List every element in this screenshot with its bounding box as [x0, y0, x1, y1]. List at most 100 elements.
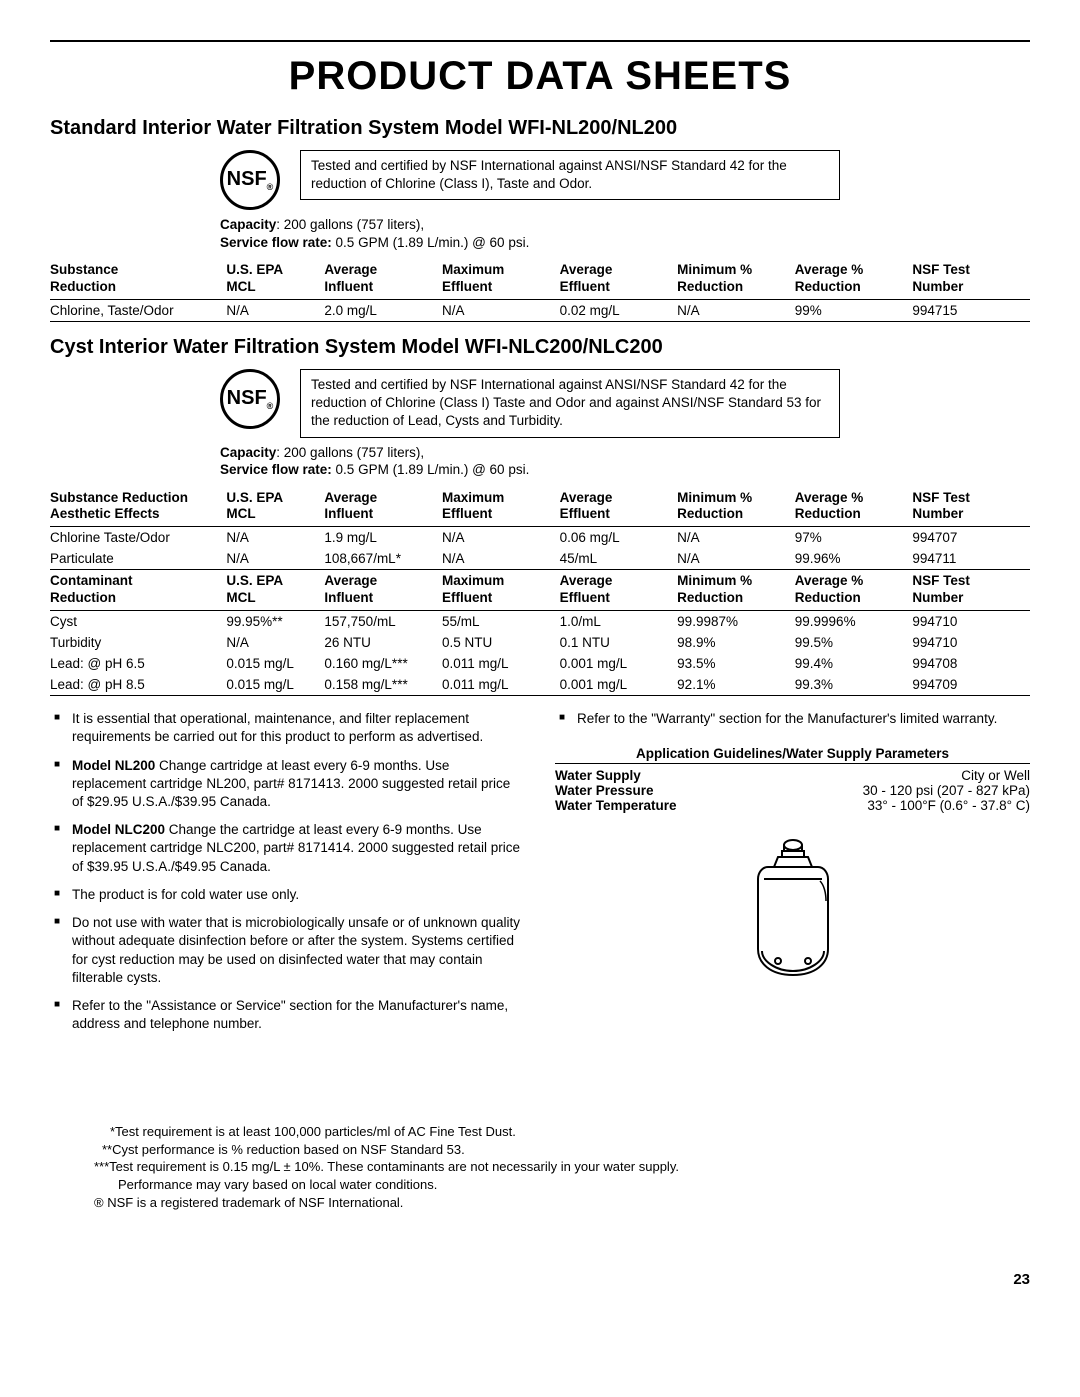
- app-cell: Water Supply: [555, 768, 755, 783]
- col-header: MaximumEffluent: [442, 487, 560, 527]
- table-cell: 99.9987%: [677, 611, 795, 633]
- table-cell: 108,667/mL*: [324, 548, 442, 570]
- col-header: AverageEffluent: [560, 487, 678, 527]
- app-cell: Water Pressure: [555, 783, 755, 798]
- col-header: Minimum %Reduction: [677, 570, 795, 611]
- table-cell: 0.5 NTU: [442, 632, 560, 653]
- table-cell: 0.1 NTU: [560, 632, 678, 653]
- col-header: NSF TestNumber: [912, 570, 1030, 611]
- table-cell: Lead: @ pH 8.5: [50, 674, 226, 696]
- table-cell: 26 NTU: [324, 632, 442, 653]
- note-item: Refer to the "Assistance or Service" sec…: [50, 997, 525, 1033]
- notes-columns: It is essential that operational, mainte…: [50, 710, 1030, 1043]
- section1-nsf-row: NSF® Tested and certified by NSF Interna…: [50, 150, 1030, 210]
- app-cell: 30 - 120 psi (207 - 827 kPa): [755, 783, 1030, 798]
- section2-capacity: Capacity: 200 gallons (757 liters), Serv…: [220, 444, 1030, 479]
- section1-table: SubstanceReductionU.S. EPAMCLAverageInfl…: [50, 259, 1030, 322]
- table-cell: N/A: [677, 527, 795, 549]
- capacity-label: Capacity: [220, 445, 276, 460]
- table-cell: N/A: [677, 548, 795, 570]
- table-cell: 0.015 mg/L: [226, 653, 324, 674]
- section1-capacity: Capacity: 200 gallons (757 liters), Serv…: [220, 216, 1030, 251]
- table-cell: Turbidity: [50, 632, 226, 653]
- table-row: Chlorine Taste/OdorN/A1.9 mg/LN/A0.06 mg…: [50, 527, 1030, 549]
- table-cell: 0.158 mg/L***: [324, 674, 442, 696]
- table-cell: 994710: [912, 632, 1030, 653]
- flow-value: 0.5 GPM (1.89 L/min.) @ 60 psi.: [332, 462, 530, 477]
- nsf-label: NSF: [227, 387, 267, 409]
- table-row: ParticulateN/A108,667/mL*N/A45/mLN/A99.9…: [50, 548, 1030, 570]
- table-cell: 0.001 mg/L: [560, 653, 678, 674]
- nsf-label: NSF: [227, 168, 267, 190]
- col-header: AverageEffluent: [560, 570, 678, 611]
- nsf-badge-icon: NSF®: [220, 150, 280, 210]
- col-header: SubstanceReduction: [50, 259, 226, 299]
- page-title: PRODUCT DATA SHEETS: [50, 54, 1030, 99]
- app-row: Water Temperature33° - 100°F (0.6° - 37.…: [555, 798, 1030, 813]
- section2-title: Cyst Interior Water Filtration System Mo…: [50, 336, 1030, 359]
- table-cell: 0.06 mg/L: [560, 527, 678, 549]
- col-header: AverageInfluent: [324, 570, 442, 611]
- flow-value: 0.5 GPM (1.89 L/min.) @ 60 psi.: [332, 235, 530, 250]
- flow-label: Service flow rate:: [220, 235, 332, 250]
- table-cell: 99.95%**: [226, 611, 324, 633]
- table-cell: 97%: [795, 527, 913, 549]
- col-header: NSF TestNumber: [912, 487, 1030, 527]
- table-cell: 93.5%: [677, 653, 795, 674]
- table-cell: Chlorine Taste/Odor: [50, 527, 226, 549]
- app-guidelines-table: Water SupplyCity or WellWater Pressure30…: [555, 768, 1030, 813]
- page-number: 23: [50, 1271, 1030, 1288]
- nsf-badge-icon: NSF®: [220, 369, 280, 429]
- section2-cert-box: Tested and certified by NSF Internationa…: [300, 369, 840, 438]
- table-cell: 99%: [795, 299, 913, 321]
- table-cell: Chlorine, Taste/Odor: [50, 299, 226, 321]
- table-cell: N/A: [226, 527, 324, 549]
- col-header: Substance ReductionAesthetic Effects: [50, 487, 226, 527]
- app-guidelines-title: Application Guidelines/Water Supply Para…: [555, 746, 1030, 764]
- note-item: It is essential that operational, mainte…: [50, 710, 525, 746]
- table-cell: Particulate: [50, 548, 226, 570]
- top-rule: [50, 40, 1030, 42]
- note-item: Model NL200 Change cartridge at least ev…: [50, 757, 525, 812]
- table-row: TurbidityN/A26 NTU0.5 NTU0.1 NTU98.9%99.…: [50, 632, 1030, 653]
- footnote-line: Performance may vary based on local wate…: [70, 1176, 1030, 1194]
- table-cell: 99.3%: [795, 674, 913, 696]
- col-header: Average %Reduction: [795, 487, 913, 527]
- table-cell: Cyst: [50, 611, 226, 633]
- table-cell: 1.9 mg/L: [324, 527, 442, 549]
- footnote-line: *Test requirement is at least 100,000 pa…: [70, 1123, 1030, 1141]
- capacity-label: Capacity: [220, 217, 276, 232]
- note-item: The product is for cold water use only.: [50, 886, 525, 904]
- app-row: Water SupplyCity or Well: [555, 768, 1030, 783]
- footnote-line: ***Test requirement is 0.15 mg/L ± 10%. …: [70, 1158, 1030, 1176]
- flow-label: Service flow rate:: [220, 462, 332, 477]
- table-cell: 99.9996%: [795, 611, 913, 633]
- table-row: Cyst99.95%**157,750/mL55/mL1.0/mL99.9987…: [50, 611, 1030, 633]
- table-cell: 994709: [912, 674, 1030, 696]
- table-cell: 0.011 mg/L: [442, 653, 560, 674]
- table-cell: 98.9%: [677, 632, 795, 653]
- footnotes: *Test requirement is at least 100,000 pa…: [70, 1123, 1030, 1211]
- app-cell: 33° - 100°F (0.6° - 37.8° C): [755, 798, 1030, 813]
- table-cell: N/A: [226, 299, 324, 321]
- col-header: AverageInfluent: [324, 487, 442, 527]
- table-cell: 157,750/mL: [324, 611, 442, 633]
- table-cell: 1.0/mL: [560, 611, 678, 633]
- col-header: MaximumEffluent: [442, 259, 560, 299]
- section2-table-aesthetic: Substance ReductionAesthetic EffectsU.S.…: [50, 487, 1030, 697]
- note-item: Refer to the "Warranty" section for the …: [555, 710, 1030, 728]
- table-cell: 0.011 mg/L: [442, 674, 560, 696]
- footnote-line: **Cyst performance is % reduction based …: [70, 1141, 1030, 1159]
- table-cell: N/A: [442, 527, 560, 549]
- col-header: AverageEffluent: [560, 259, 678, 299]
- table-cell: N/A: [442, 299, 560, 321]
- table-cell: 994710: [912, 611, 1030, 633]
- table-cell: 2.0 mg/L: [324, 299, 442, 321]
- col-header: Minimum %Reduction: [677, 487, 795, 527]
- table-cell: 994708: [912, 653, 1030, 674]
- table-cell: 0.001 mg/L: [560, 674, 678, 696]
- col-header: Average %Reduction: [795, 259, 913, 299]
- col-header: AverageInfluent: [324, 259, 442, 299]
- note-item: Do not use with water that is microbiolo…: [50, 914, 525, 987]
- section1-title: Standard Interior Water Filtration Syste…: [50, 117, 1030, 140]
